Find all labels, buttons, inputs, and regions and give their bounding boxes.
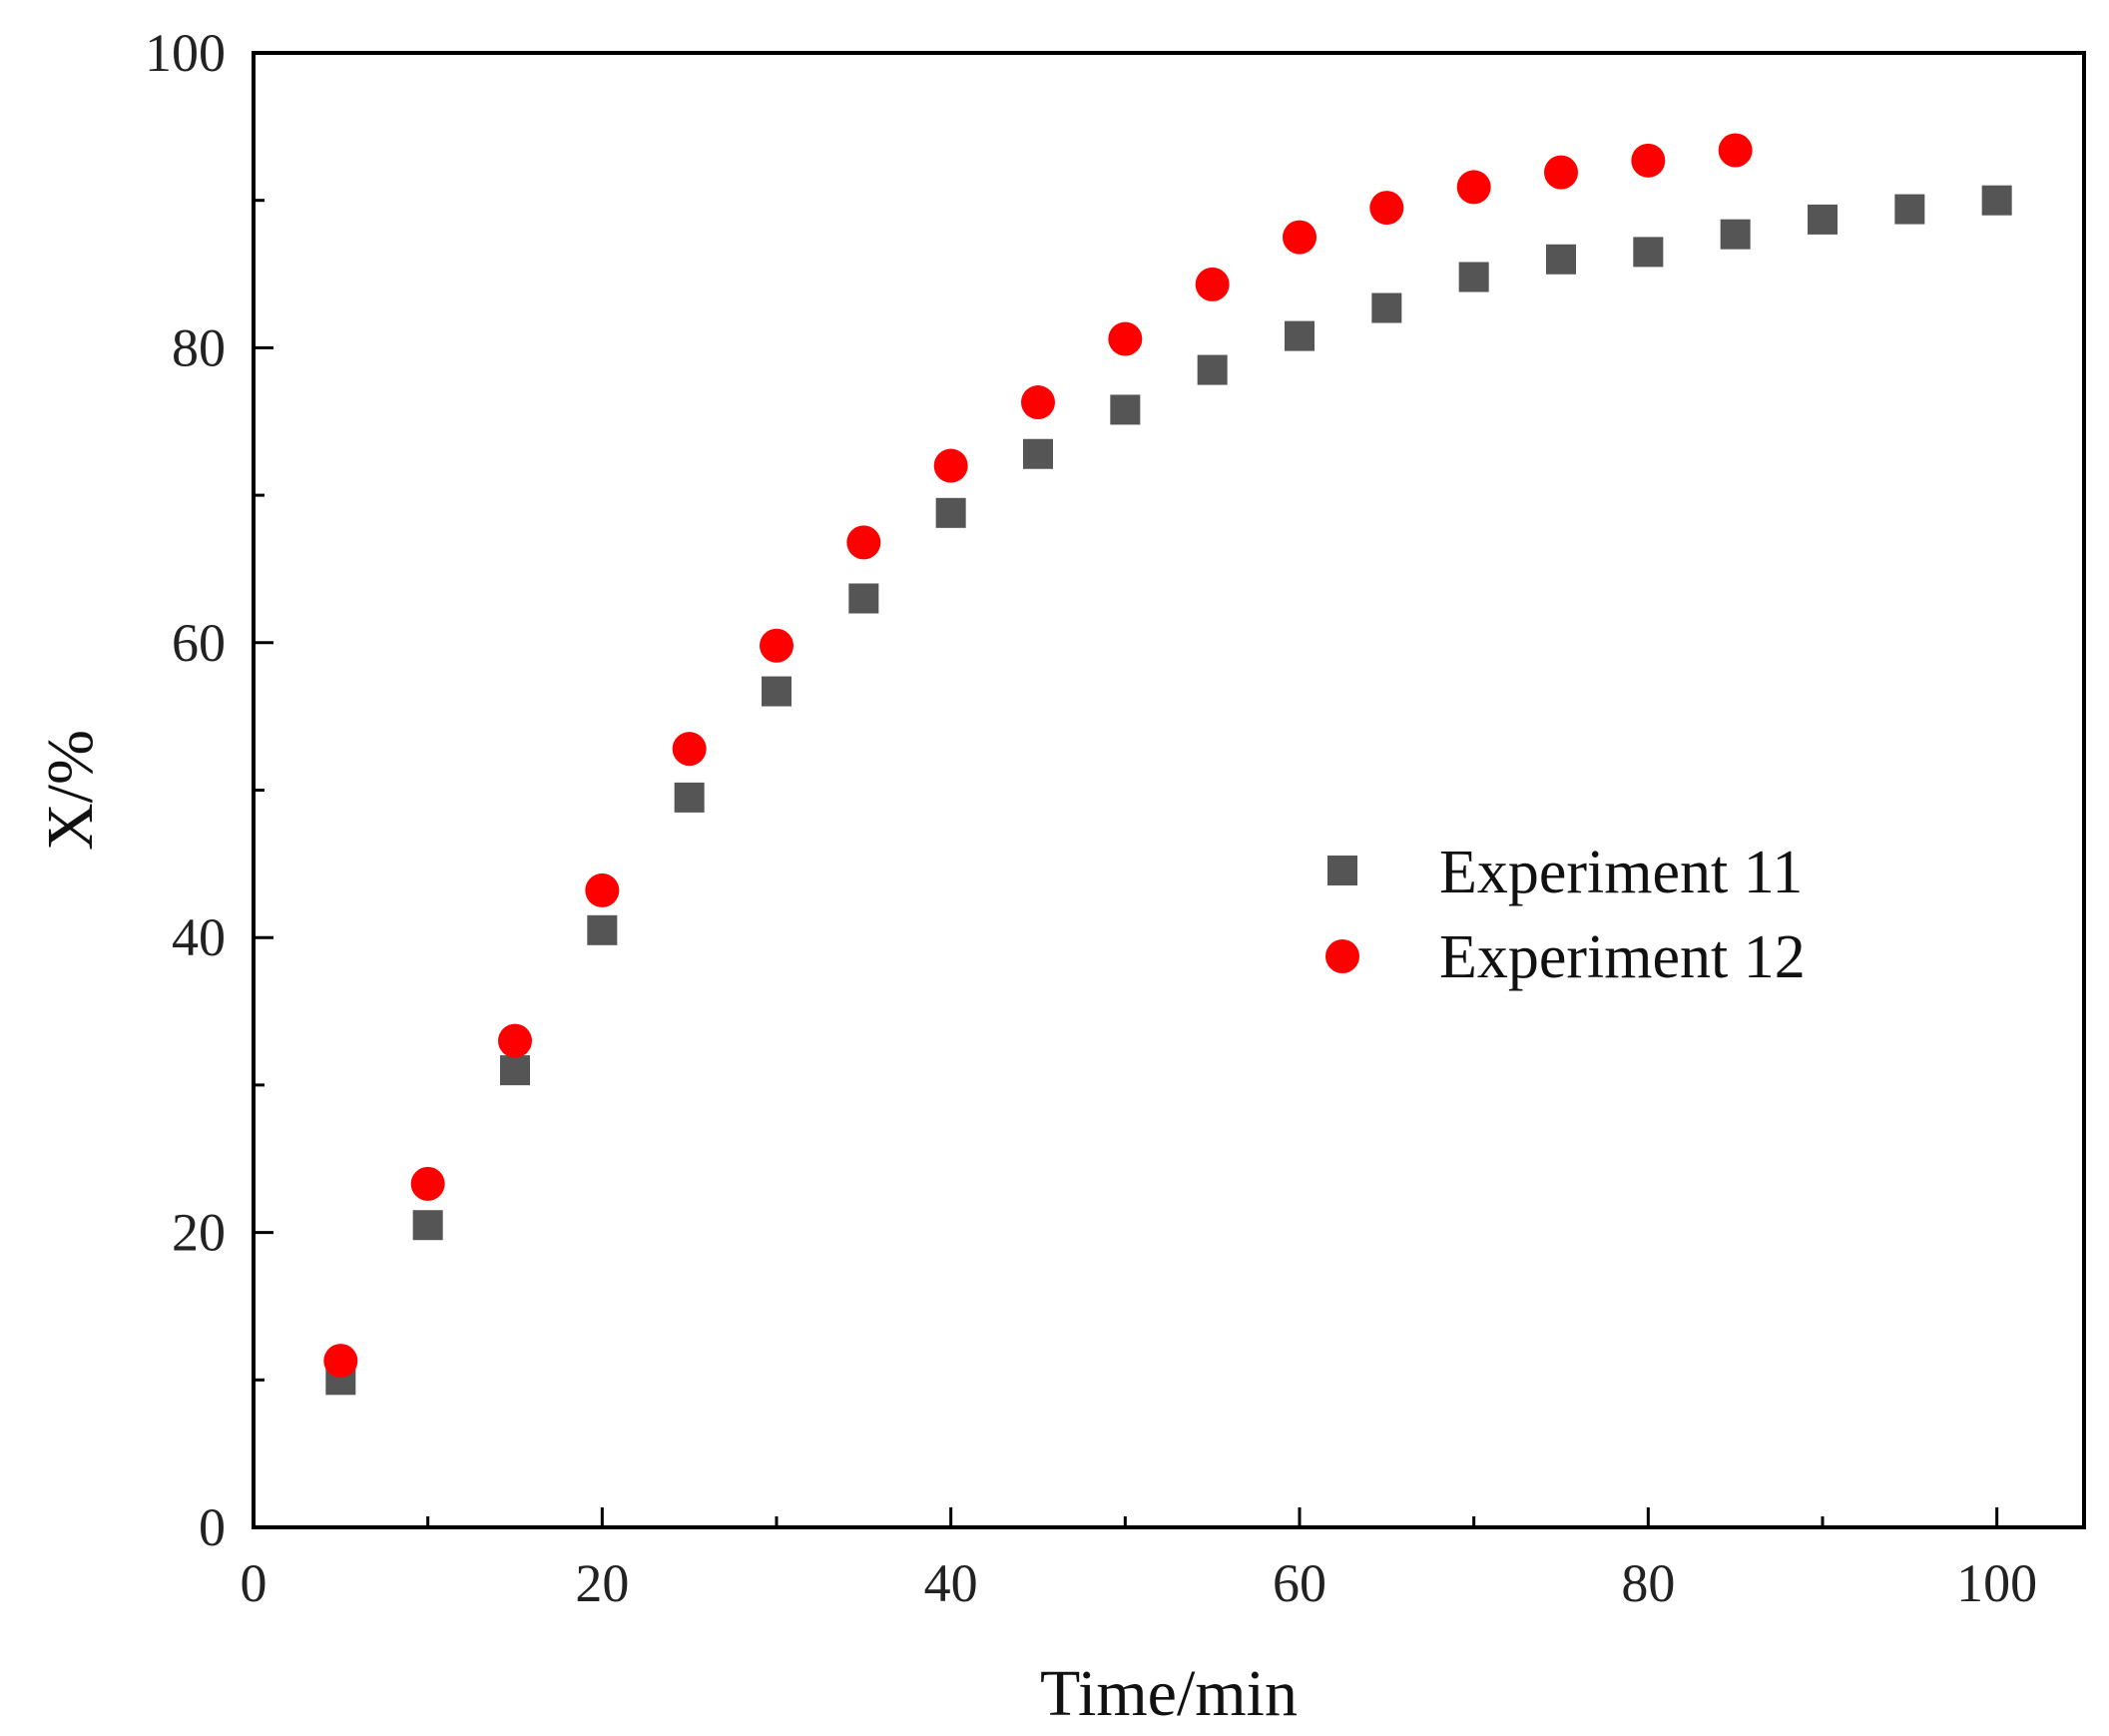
y-tick-label: 80 xyxy=(172,317,226,377)
data-point-circle xyxy=(1456,170,1491,205)
data-point-square xyxy=(848,583,879,614)
data-point-square xyxy=(674,782,705,813)
data-point-circle xyxy=(498,1023,532,1058)
series-experiment-12 xyxy=(323,133,1753,1379)
data-point-circle xyxy=(1718,133,1753,168)
x-axis-title: Time/min xyxy=(1040,1657,1298,1730)
data-point-circle xyxy=(1631,143,1666,178)
data-point-square xyxy=(935,497,966,528)
y-tick-label: 100 xyxy=(145,23,226,83)
data-point-square xyxy=(1285,320,1315,351)
data-point-circle xyxy=(1108,321,1143,356)
data-point-square xyxy=(1808,204,1838,235)
data-point-circle xyxy=(846,525,881,560)
x-tick-label: 20 xyxy=(575,1553,629,1613)
data-point-square xyxy=(1720,219,1751,250)
plot-frame xyxy=(252,51,2086,1529)
legend-label-experiment-12: Experiment 12 xyxy=(1439,923,1806,991)
data-point-square xyxy=(1894,194,1925,225)
data-point-circle xyxy=(1283,220,1317,255)
data-point-circle xyxy=(1544,155,1578,190)
x-tick-label: 0 xyxy=(241,1553,267,1613)
data-point-circle xyxy=(672,732,707,767)
data-point-square xyxy=(1110,394,1141,425)
data-point-square xyxy=(1197,354,1228,385)
data-point-square xyxy=(1981,185,2012,216)
data-point-square xyxy=(1633,237,1664,268)
legend-label-experiment-11: Experiment 11 xyxy=(1439,839,1803,906)
data-point-circle xyxy=(585,872,620,907)
data-point-circle xyxy=(410,1166,445,1201)
x-axis: 0 20 40 60 80 100 xyxy=(241,1507,2037,1613)
data-point-square xyxy=(1458,262,1489,292)
data-point-square xyxy=(412,1210,443,1241)
legend-marker-circle xyxy=(1325,939,1359,973)
data-point-square xyxy=(1023,438,1053,469)
legend: Experiment 11 Experiment 12 xyxy=(1325,839,1806,991)
data-point-circle xyxy=(1369,191,1404,226)
data-point-circle xyxy=(1195,267,1230,301)
data-point-square xyxy=(762,676,791,707)
y-tick-label: 0 xyxy=(199,1497,226,1557)
x-tick-label: 100 xyxy=(1956,1553,2037,1613)
data-point-circle xyxy=(933,448,968,483)
y-tick-label: 20 xyxy=(172,1203,226,1263)
y-tick-label: 60 xyxy=(172,613,226,673)
data-point-square xyxy=(587,914,618,945)
series-layer xyxy=(323,133,2012,1396)
plot-area xyxy=(252,51,2086,1529)
x-tick-label: 60 xyxy=(1273,1553,1326,1613)
x-tick-label: 80 xyxy=(1621,1553,1675,1613)
data-point-square xyxy=(1546,244,1576,275)
data-point-circle xyxy=(323,1344,358,1379)
series-experiment-11 xyxy=(325,185,2012,1396)
data-point-circle xyxy=(760,628,793,663)
data-point-square xyxy=(500,1055,530,1086)
data-point-square xyxy=(1371,292,1402,323)
x-tick-label: 40 xyxy=(924,1553,978,1613)
y-axis-title: X/% xyxy=(34,730,107,851)
legend-marker-square xyxy=(1327,856,1357,885)
y-axis: 0 20 40 60 80 100 xyxy=(145,23,273,1557)
data-point-circle xyxy=(1021,385,1055,420)
y-tick-label: 40 xyxy=(172,907,226,967)
